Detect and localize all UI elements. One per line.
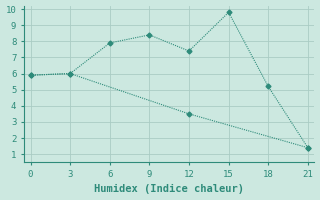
- X-axis label: Humidex (Indice chaleur): Humidex (Indice chaleur): [94, 184, 244, 194]
